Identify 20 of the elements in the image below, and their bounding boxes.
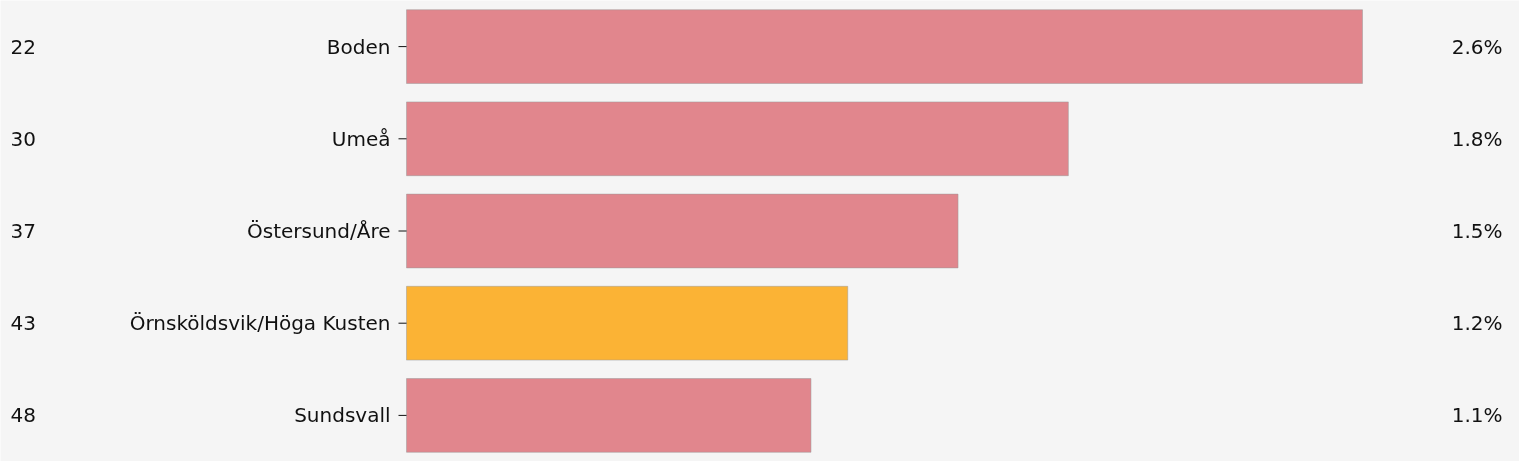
y-tick-label: Boden [326, 34, 391, 59]
data-label: 1.5% [1451, 219, 1503, 243]
bar [406, 101, 1069, 176]
bar [406, 286, 848, 361]
data-label: 2.6% [1451, 34, 1503, 59]
y-tick-label: Östersund/Åre [246, 219, 391, 243]
data-label: 1.1% [1451, 403, 1503, 428]
data-label: 1.2% [1451, 311, 1503, 336]
text: 43 [10, 311, 36, 336]
y-tick-label: Sundsvall [294, 403, 391, 428]
text: 37 [10, 219, 36, 243]
data-label: 1.8% [1451, 126, 1503, 151]
text: 48 [10, 403, 36, 428]
text: 30 [10, 126, 36, 151]
y-tick-label: Umeå [331, 126, 391, 151]
y-tick-label: Örnsköldsvik/Höga Kusten [129, 311, 391, 336]
bar [406, 378, 812, 453]
bar [406, 9, 1363, 84]
text: 22 [10, 34, 36, 59]
bar [406, 193, 959, 269]
